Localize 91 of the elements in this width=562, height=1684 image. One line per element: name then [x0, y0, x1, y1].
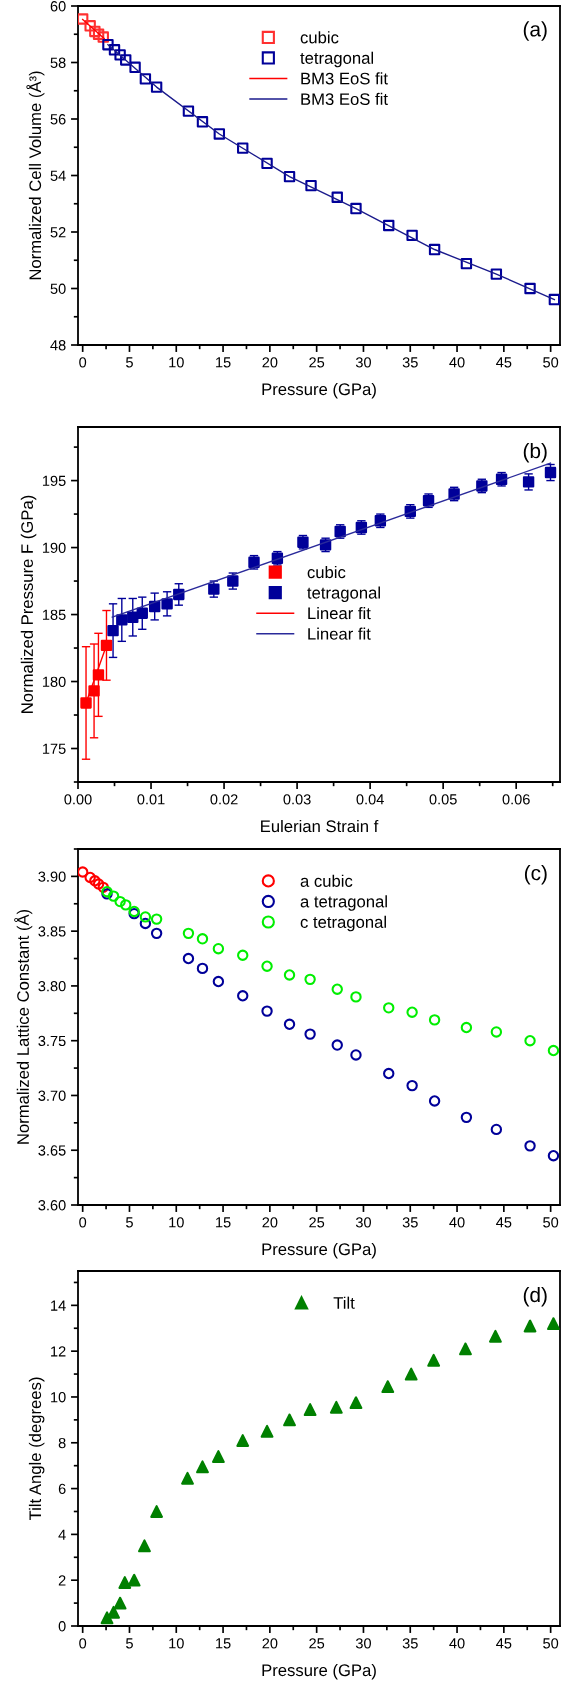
annotation: (a) [523, 21, 547, 41]
x-tick-label: 0.03 [283, 794, 311, 805]
y-tick-label: 185 [42, 609, 66, 620]
y-tick-label: 190 [42, 542, 66, 553]
y-tick-label: 2 [58, 1575, 66, 1586]
x-tick-label: 15 [216, 1638, 231, 1649]
x-axis-title: Pressure (GPa) [262, 1242, 376, 1259]
y-tick-label: 195 [42, 475, 66, 487]
legend-label: BM3 EoS fit [301, 72, 388, 85]
legend-label: tetragonal [307, 586, 380, 602]
y-tick-label: 3.85 [38, 926, 66, 937]
y-tick-label: 14 [51, 1300, 66, 1311]
annotation: (c) [524, 865, 547, 885]
y-tick-label: 4 [58, 1529, 66, 1540]
x-tick-label: 10 [169, 1217, 184, 1228]
legend-label: a tetragonal [300, 895, 387, 911]
y-tick-label: 6 [58, 1483, 66, 1495]
y-tick-label: 50 [50, 283, 66, 294]
x-tick-label: 30 [355, 1217, 371, 1228]
legend-label: Linear fit [308, 627, 371, 640]
y-tick-label: 12 [51, 1346, 66, 1357]
y-tick-label: 3.80 [38, 981, 66, 992]
x-tick-label: 35 [402, 357, 418, 368]
x-tick-label: 35 [402, 1217, 418, 1228]
y-axis-title: Normalized Pressure F (GPa) [20, 495, 37, 713]
x-tick-label: 0.02 [210, 794, 238, 805]
x-tick-label: 30 [355, 357, 371, 368]
x-axis-title: Eulerian Strain f [261, 819, 379, 833]
x-axis-title: Pressure (GPa) [262, 1663, 376, 1680]
y-tick-label: 3.65 [38, 1145, 66, 1156]
x-tick-label: 25 [309, 1638, 325, 1649]
x-tick-label: 0.05 [429, 794, 457, 805]
x-tick-label: 35 [402, 1638, 418, 1649]
x-tick-label: 40 [449, 357, 465, 368]
y-axis-title: Tilt Angle (degrees) [28, 1377, 45, 1521]
x-tick-label: 0.00 [64, 794, 92, 805]
y-tick-label: 60 [50, 1, 66, 12]
y-tick-label: 58 [50, 57, 66, 68]
x-tick-label: 10 [169, 1638, 184, 1649]
y-tick-label: 3.75 [38, 1035, 66, 1047]
y-tick-label: 175 [42, 743, 66, 754]
x-tick-label: 0.01 [137, 794, 165, 805]
x-axis-title: Pressure (GPa) [262, 382, 376, 399]
y-tick-label: 54 [50, 170, 66, 181]
y-tick-label: 48 [50, 340, 66, 351]
x-tick-label: 15 [216, 1217, 231, 1228]
x-tick-label: 50 [543, 357, 559, 368]
x-tick-label: 0.04 [356, 794, 384, 805]
x-tick-label: 45 [496, 1217, 512, 1228]
y-tick-label: 3.70 [38, 1090, 66, 1101]
x-tick-label: 50 [543, 1638, 559, 1649]
y-tick-label: 56 [50, 114, 66, 125]
x-tick-label: 5 [126, 1217, 133, 1228]
x-tick-label: 5 [126, 357, 133, 368]
x-tick-label: 40 [449, 1217, 465, 1228]
y-tick-label: 0 [58, 1621, 66, 1632]
x-tick-label: 45 [496, 357, 512, 368]
x-tick-label: 20 [262, 1217, 278, 1228]
x-tick-label: 0 [79, 1217, 87, 1228]
x-tick-label: 0 [79, 357, 87, 368]
legend-label: c tetragonal [300, 915, 386, 932]
x-tick-label: 40 [449, 1638, 465, 1649]
legend-label: BM3 EoS fit [301, 92, 388, 106]
x-tick-label: 25 [309, 357, 325, 368]
y-tick-label: 52 [50, 227, 66, 238]
x-tick-label: 0.06 [502, 794, 530, 805]
legend-label: tetragonal [300, 51, 374, 68]
legend-label: cubic [300, 31, 339, 44]
x-tick-label: 0 [79, 1638, 87, 1649]
y-axis-title: Normalized Cell Volume (Å³) [26, 71, 45, 280]
legend-label: cubic [307, 565, 346, 579]
x-tick-label: 10 [169, 357, 184, 368]
y-axis-title: Normalized Lattice Constant (Å) [14, 909, 33, 1144]
x-tick-label: 25 [309, 1217, 325, 1228]
legend-label: Tilt [333, 1296, 355, 1309]
y-tick-label: 180 [42, 676, 66, 687]
x-tick-label: 30 [355, 1638, 371, 1649]
x-tick-label: 50 [543, 1217, 559, 1228]
y-tick-label: 3.60 [38, 1200, 66, 1211]
x-tick-label: 20 [262, 357, 278, 368]
y-tick-label: 8 [58, 1437, 66, 1449]
annotation: (d) [523, 1286, 547, 1307]
x-tick-label: 45 [496, 1638, 512, 1649]
y-tick-label: 3.90 [38, 871, 66, 882]
x-tick-label: 15 [216, 357, 231, 368]
x-tick-label: 20 [262, 1638, 278, 1649]
legend-label: Linear fit [308, 607, 371, 620]
x-tick-label: 5 [126, 1638, 133, 1649]
legend-label: a cubic [300, 874, 353, 887]
annotation: (b) [523, 442, 547, 463]
y-tick-label: 10 [51, 1392, 66, 1403]
